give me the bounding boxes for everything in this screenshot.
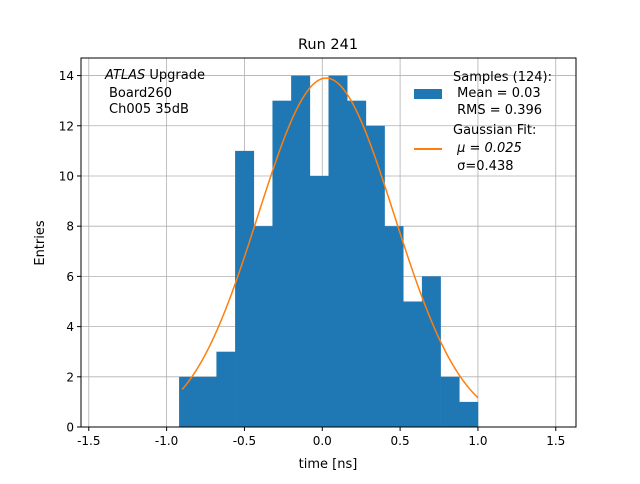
plot-frame — [80, 57, 577, 428]
histogram-bar — [197, 376, 217, 427]
histogram-bar — [253, 226, 273, 427]
y-tick-label: 0 — [66, 421, 74, 435]
histogram-bar — [347, 100, 367, 428]
histogram-bar — [459, 401, 479, 427]
x-tick-label: -0.5 — [233, 434, 256, 448]
x-tick-label: 1.5 — [546, 434, 565, 448]
histogram-bar — [309, 175, 329, 427]
legend-rms: RMS = 0.396 — [453, 103, 542, 118]
annotation: ATLAS Upgrade Board260 Ch005 35dB — [104, 68, 205, 117]
gaussian-fit-line — [181, 77, 479, 399]
legend-samples-swatch — [414, 89, 442, 99]
x-tick-label: -1.5 — [77, 434, 100, 448]
y-tick-label: 12 — [59, 119, 74, 133]
x-axis-label: time [ns] — [299, 457, 358, 472]
x-tick-label: 0.5 — [391, 434, 410, 448]
histogram-bar — [440, 376, 460, 427]
legend: Samples (124): Mean = 0.03 RMS = 0.396 G… — [414, 70, 552, 174]
ticks: -1.5 -1.0 -0.5 0.0 0.5 1.0 1.5 0 2 4 6 8 10 12 14 — [59, 69, 566, 448]
upgrade-label: Upgrade — [145, 68, 205, 83]
y-tick-label: 8 — [66, 220, 74, 234]
legend-samples-title: Samples (124): — [453, 70, 552, 85]
histogram-bar — [216, 351, 236, 427]
y-tick-label: 10 — [59, 169, 74, 183]
legend-mean: Mean = 0.03 — [453, 86, 541, 101]
histogram — [179, 75, 479, 428]
atlas-label: ATLAS — [104, 68, 145, 83]
board-label: Board260 — [109, 86, 172, 101]
histogram-bar — [235, 150, 255, 427]
x-tick-label: 1.0 — [468, 434, 487, 448]
legend-sigma: σ=0.438 — [453, 159, 513, 174]
x-tick-label: 0.0 — [313, 434, 332, 448]
histogram-bar — [291, 75, 311, 428]
y-tick-label: 4 — [66, 320, 74, 334]
y-axis-label: Entries — [33, 220, 48, 266]
histogram-bar — [179, 376, 199, 427]
histogram-bar — [328, 75, 348, 428]
chart-title: Run 241 — [298, 37, 358, 53]
legend-fit-title: Gaussian Fit: — [453, 123, 536, 138]
histogram-bar — [384, 226, 404, 427]
channel-label: Ch005 35dB — [109, 102, 189, 117]
histogram-bar — [403, 301, 423, 427]
histogram-bar — [272, 100, 292, 428]
histogram-bar — [421, 276, 441, 427]
histogram-bar — [365, 125, 385, 427]
y-tick-label: 2 — [66, 370, 74, 384]
y-tick-label: 14 — [59, 69, 74, 83]
legend-mu: μ = 0.025 — [453, 141, 522, 156]
svg-text:ATLAS Upgrade: ATLAS Upgrade — [104, 68, 205, 83]
y-tick-label: 6 — [66, 270, 74, 284]
x-tick-label: -1.0 — [155, 434, 178, 448]
